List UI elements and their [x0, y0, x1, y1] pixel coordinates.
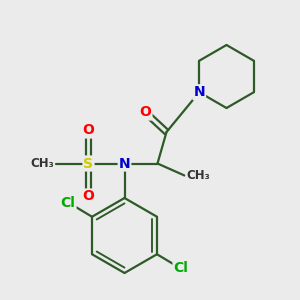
Text: CH₃: CH₃ [186, 169, 210, 182]
Text: N: N [194, 85, 205, 99]
Text: Cl: Cl [173, 261, 188, 275]
Text: O: O [82, 124, 94, 137]
Text: Cl: Cl [61, 196, 76, 210]
Text: O: O [140, 106, 152, 119]
Text: N: N [119, 157, 130, 170]
Text: CH₃: CH₃ [30, 157, 54, 170]
Text: O: O [82, 190, 94, 203]
Text: S: S [83, 157, 94, 170]
